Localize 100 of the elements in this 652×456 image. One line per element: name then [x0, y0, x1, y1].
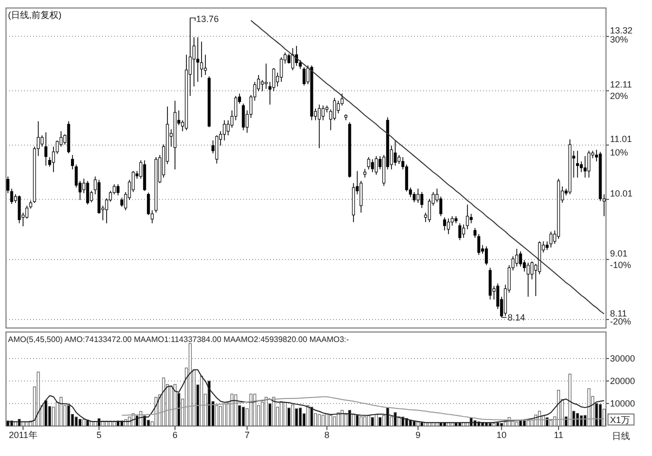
bar	[222, 403, 226, 426]
text: 日线	[612, 431, 630, 441]
bar	[519, 420, 522, 426]
bar	[587, 388, 590, 426]
bar	[215, 405, 218, 426]
bar	[325, 413, 328, 426]
bar	[348, 410, 352, 426]
y2-tick-label: 30%	[610, 34, 628, 45]
bar	[374, 414, 378, 426]
x-tick-label: 6	[172, 430, 178, 440]
bar	[549, 420, 552, 426]
annotation: 8.14	[508, 312, 526, 322]
bar	[188, 343, 192, 426]
y-tick-label: 30000	[610, 354, 636, 364]
bar	[522, 420, 526, 426]
bar	[336, 412, 340, 426]
bar	[598, 404, 602, 426]
bar	[576, 413, 579, 426]
annotation: AMO(5,45,500) AMO:74133472.00 MAAMO1:114337384.00 MAAMO2:45939820.00 MAAMO3:-	[8, 335, 350, 344]
bar	[412, 420, 416, 426]
bar	[200, 376, 204, 426]
bar	[496, 422, 500, 426]
bar	[458, 422, 462, 426]
bar	[557, 390, 560, 426]
bar	[568, 374, 572, 426]
bar	[82, 419, 86, 426]
x-tick-label: 9	[416, 430, 421, 440]
bar	[36, 372, 40, 426]
bar	[394, 412, 397, 426]
bar	[352, 414, 355, 426]
bar	[344, 414, 348, 426]
bar	[360, 416, 363, 426]
bar	[170, 386, 173, 426]
bar	[219, 406, 222, 426]
bar	[416, 422, 420, 426]
bar	[306, 405, 310, 426]
annotation: 13.76	[196, 14, 219, 24]
bar	[272, 396, 276, 426]
bar	[526, 420, 530, 426]
bar	[280, 401, 283, 426]
bar	[367, 415, 370, 426]
x-tick-label: 11	[554, 430, 564, 440]
bar	[291, 404, 294, 426]
y-tick-label: 10000	[610, 398, 636, 409]
bar	[74, 416, 78, 426]
x-tick-label: 2011年	[8, 430, 38, 440]
bar	[488, 423, 492, 426]
bar	[67, 405, 70, 426]
bar	[162, 378, 166, 426]
bar	[44, 400, 48, 426]
y2-tick-label: 20%	[610, 90, 628, 101]
bar	[298, 408, 302, 426]
bar	[284, 402, 287, 426]
y-tick-label: 20000	[610, 376, 636, 386]
bar	[6, 420, 10, 426]
y-tick-label: 8.11	[610, 308, 627, 318]
y2-tick-label: -20%	[610, 316, 632, 326]
bar	[230, 394, 234, 426]
y-tick-label: 11.01	[610, 134, 632, 144]
bar	[253, 394, 256, 426]
bar	[363, 416, 366, 426]
bar	[340, 410, 344, 426]
bar	[511, 420, 514, 426]
bar	[378, 417, 382, 426]
y-axis-title: X1万	[610, 415, 630, 425]
y2-tick-label: 10%	[610, 147, 628, 158]
bar	[515, 422, 518, 426]
bar	[454, 422, 458, 426]
bar	[295, 408, 298, 426]
line-series	[121, 396, 605, 421]
bar	[446, 422, 450, 426]
bar	[264, 396, 268, 426]
bar	[242, 406, 245, 426]
bar	[329, 414, 332, 426]
y2-tick-label: -10%	[610, 260, 632, 270]
bar	[146, 420, 150, 426]
y-tick-label: 9.01	[610, 248, 628, 258]
x-tick-label: 10	[496, 430, 507, 440]
bar	[356, 415, 359, 426]
y-tick-label: 13.32	[610, 25, 633, 36]
bar	[386, 407, 390, 426]
bar	[60, 396, 63, 426]
y-tick-label: 12.11	[610, 80, 632, 90]
chart-title: (日线,前复权)	[8, 10, 62, 20]
bar	[310, 406, 314, 426]
x-tick-label: 8	[324, 430, 330, 440]
bar	[450, 422, 454, 426]
x-tick-label: 5	[96, 430, 102, 440]
bar	[249, 394, 252, 426]
bar	[420, 422, 424, 426]
bar	[208, 380, 211, 426]
bar	[500, 423, 504, 426]
bar	[318, 414, 321, 426]
bar	[370, 417, 374, 426]
y-tick-label: 10.01	[610, 188, 633, 198]
bar	[333, 416, 336, 426]
x-tick-label: 7	[244, 430, 250, 440]
bar	[492, 423, 496, 426]
line-series	[7, 369, 605, 424]
bar	[580, 415, 583, 426]
